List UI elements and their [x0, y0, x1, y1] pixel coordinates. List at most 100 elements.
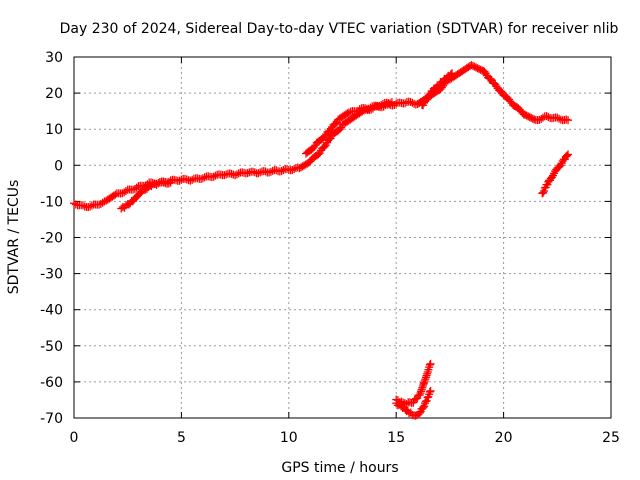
data-point [232, 170, 241, 179]
y-tick-label: -10 [40, 194, 63, 210]
data-point [555, 114, 564, 123]
data-point [378, 99, 387, 108]
data-point [320, 142, 329, 151]
data-point [164, 179, 173, 188]
data-point [542, 112, 551, 121]
data-point [266, 167, 275, 176]
data-point [406, 97, 415, 106]
data-point [87, 201, 96, 210]
data-point [166, 178, 175, 187]
x-tick-label: 15 [387, 430, 405, 446]
data-point [231, 171, 240, 180]
data-point [186, 176, 195, 185]
data-marks [70, 61, 573, 420]
chart-title: Day 230 of 2024, Sidereal Day-to-day VTE… [60, 21, 619, 37]
data-point [71, 200, 80, 209]
data-point [387, 98, 396, 107]
y-tick-label: -70 [40, 411, 63, 427]
data-point [243, 169, 252, 178]
data-point [272, 166, 281, 175]
series-late-recovery [538, 150, 573, 198]
data-point [159, 178, 168, 187]
x-tick-label: 25 [602, 430, 620, 446]
data-point [415, 408, 424, 417]
data-point [129, 185, 138, 194]
y-tick-label: -40 [40, 303, 63, 319]
y-tick-label: -60 [40, 375, 63, 391]
data-point [197, 175, 206, 184]
y-tick-label: 0 [54, 158, 63, 174]
data-point [408, 98, 417, 107]
data-point [265, 168, 274, 177]
axis-ticks: 0 5 10 15 20 25 -70 -60 -50 -40 -30 -20 -10 0 10 20 30 [40, 50, 620, 446]
y-axis-label: SDTVAR / TECUs [6, 180, 22, 295]
data-point [425, 360, 434, 369]
x-tick-label: 10 [280, 430, 298, 446]
data-point [175, 176, 184, 185]
data-point [150, 180, 159, 189]
data-point [402, 400, 411, 409]
data-point [211, 171, 220, 180]
series-low-rise [392, 359, 435, 409]
data-point [188, 175, 197, 184]
data-point [335, 125, 344, 134]
data-point [78, 201, 87, 210]
data-point [448, 69, 457, 78]
data-point [366, 103, 375, 112]
y-tick-label: 30 [45, 50, 63, 66]
y-tick-label: -30 [40, 267, 63, 283]
y-tick-label: -50 [40, 339, 63, 355]
data-point [386, 99, 395, 108]
data-point [277, 166, 286, 175]
data-point [446, 70, 455, 79]
x-tick-label: 5 [177, 430, 186, 446]
data-point [497, 87, 506, 96]
data-point [95, 200, 104, 209]
data-point [100, 197, 109, 206]
data-point [310, 143, 319, 152]
data-point [426, 359, 435, 368]
data-point [121, 187, 130, 196]
y-tick-label: 10 [45, 122, 63, 138]
data-point [254, 169, 263, 178]
data-point [419, 403, 428, 412]
data-point [147, 182, 156, 191]
data-point [400, 399, 409, 408]
data-point [86, 202, 95, 211]
data-point [288, 165, 297, 174]
data-point [344, 108, 353, 117]
data-point [283, 164, 292, 173]
y-tick-label: 20 [45, 86, 63, 102]
data-point [564, 150, 573, 159]
data-point [256, 168, 265, 177]
data-point [544, 113, 553, 122]
x-tick-label: 0 [70, 430, 79, 446]
data-point [325, 126, 334, 135]
data-point [423, 393, 432, 402]
x-axis-label: GPS time / hours [281, 460, 398, 476]
data-point [486, 74, 495, 83]
data-point [111, 190, 120, 199]
data-point [425, 387, 434, 396]
data-point [401, 99, 410, 108]
y-tick-label: -20 [40, 231, 63, 247]
data-point [397, 397, 406, 406]
grid-lines [74, 57, 611, 418]
data-point [556, 161, 565, 170]
data-point [553, 113, 562, 122]
data-point [562, 115, 571, 124]
series-lower-branch-early [117, 178, 175, 213]
series-upper-branch [301, 98, 396, 158]
data-point [198, 174, 207, 183]
data-point [331, 119, 340, 128]
series-short-segment [417, 69, 457, 110]
data-point [562, 151, 571, 160]
x-tick-label: 20 [495, 430, 513, 446]
data-point [355, 105, 364, 114]
data-point [426, 386, 435, 395]
data-point [320, 132, 329, 141]
data-point [343, 109, 352, 118]
data-point [491, 80, 500, 89]
data-point [564, 116, 573, 125]
